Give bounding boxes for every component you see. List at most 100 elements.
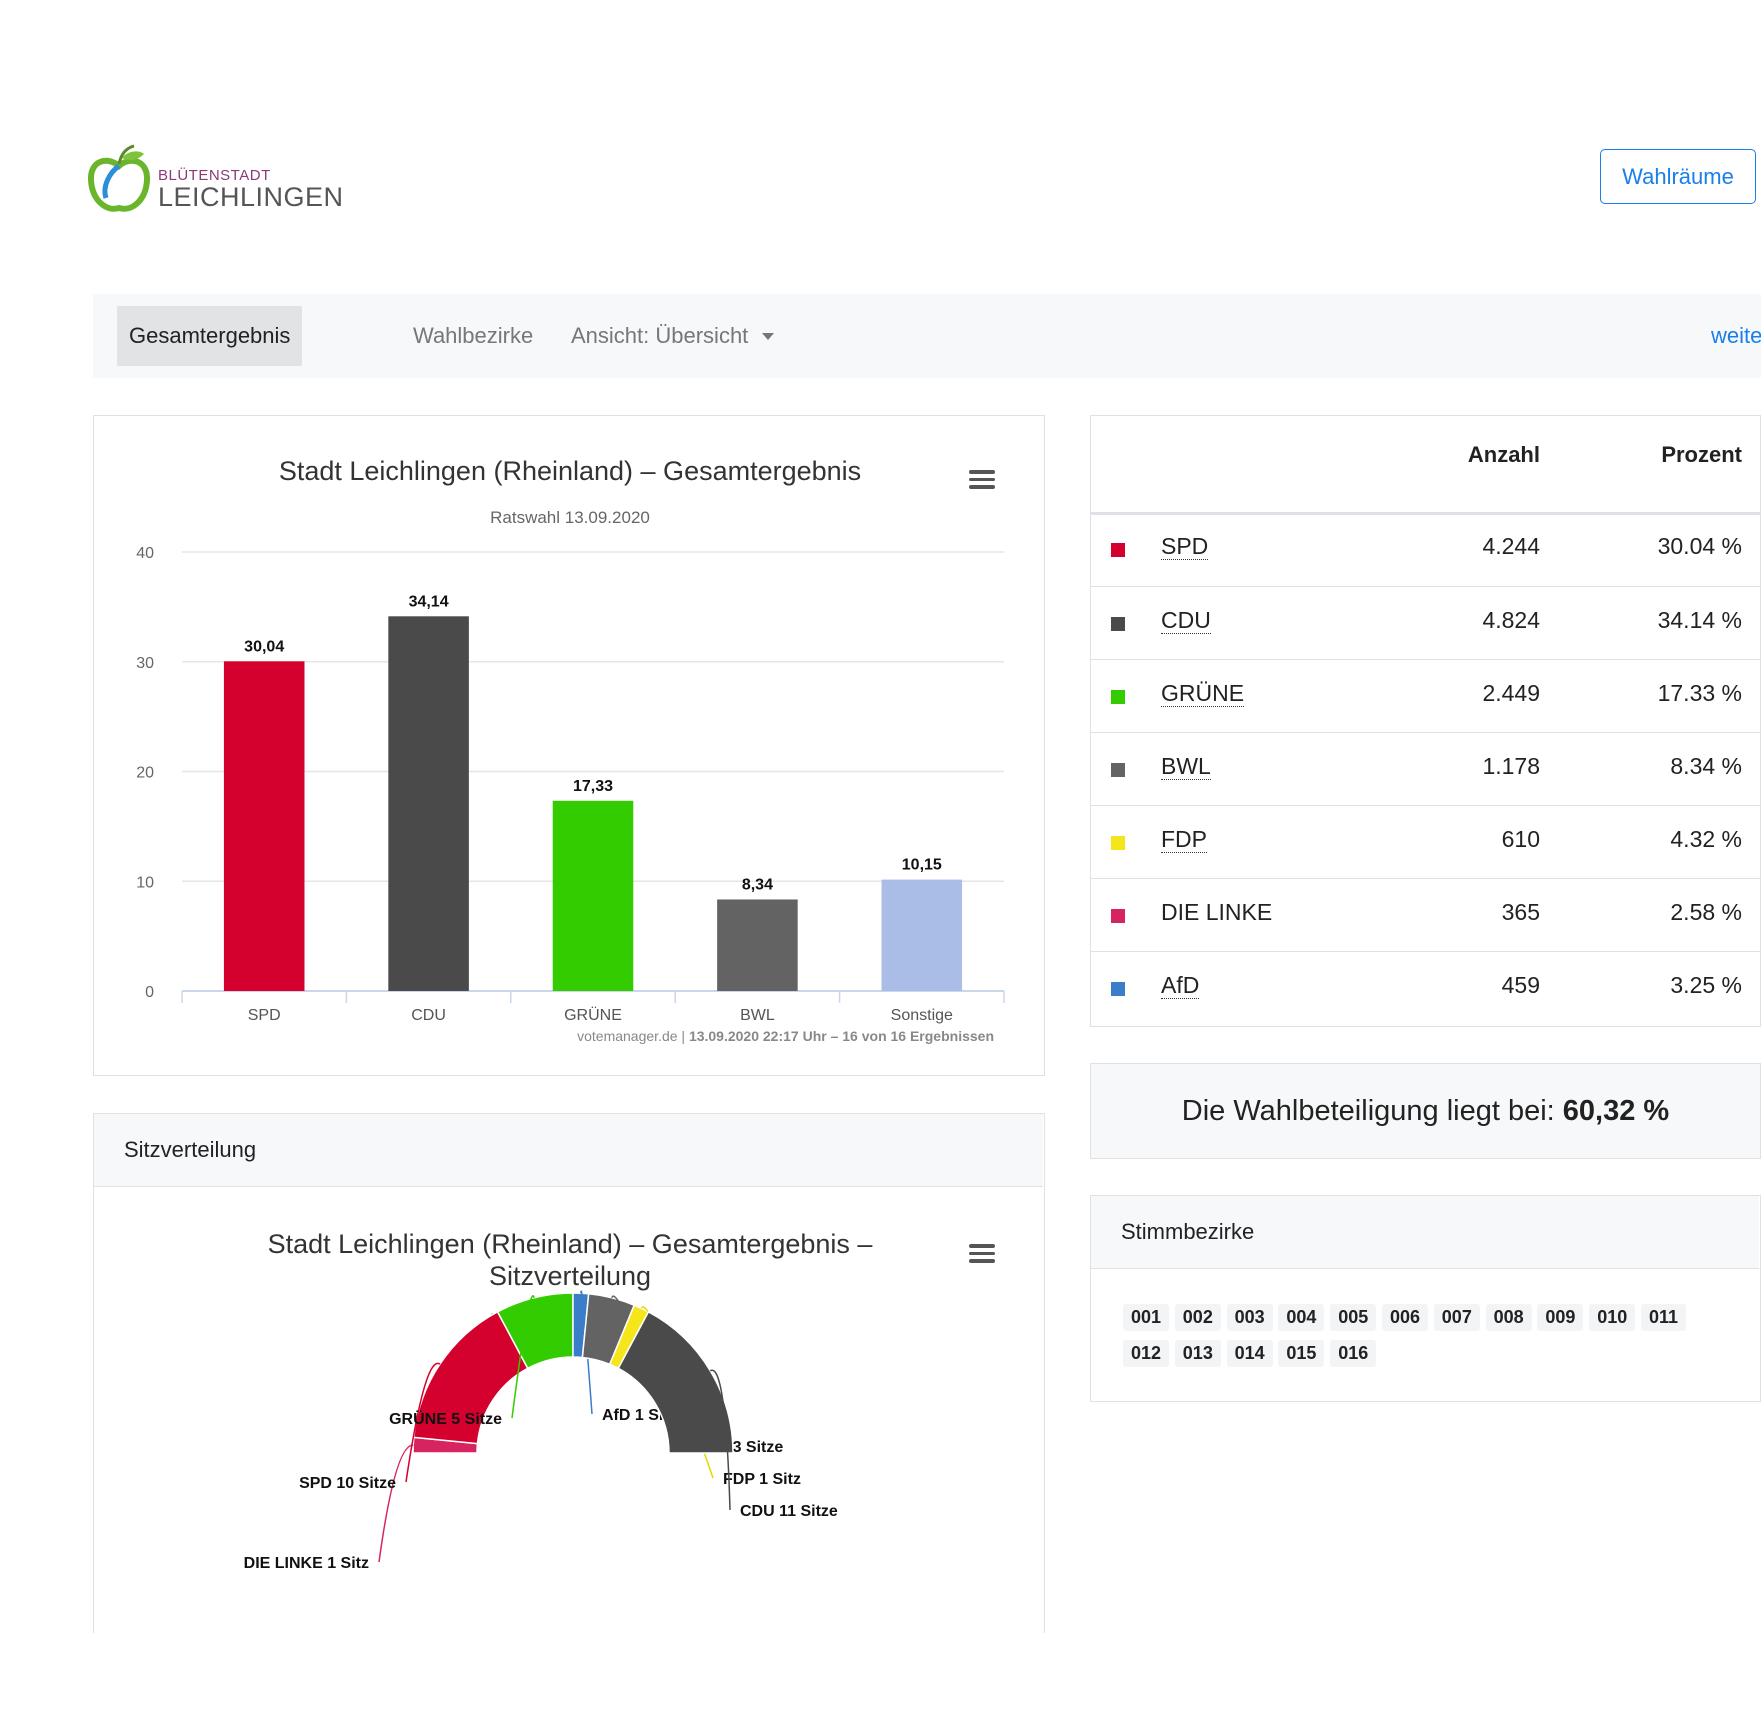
bar-value-label: 34,14: [409, 593, 449, 610]
district-badge[interactable]: 005: [1330, 1304, 1377, 1331]
party-percent: 4.32 %: [1670, 826, 1742, 852]
party-name: DIE LINKE: [1161, 899, 1273, 925]
party-count: 2.449: [1482, 680, 1540, 706]
party-name[interactable]: AfD: [1161, 972, 1200, 999]
district-badge[interactable]: 012: [1123, 1340, 1170, 1367]
district-badge[interactable]: 014: [1226, 1340, 1273, 1367]
seats-chart-title-line2: Sitzverteilung: [488, 1261, 652, 1291]
bar-value-label: 17,33: [573, 778, 613, 795]
party-name[interactable]: BWL: [1161, 753, 1211, 780]
svg-text:votemanager.de |: votemanager.de | 13.09.2020 22:17 Uhr – …: [577, 1028, 994, 1044]
party-color-swatch: [1111, 982, 1125, 996]
chart-credits-site[interactable]: votemanager.de: [577, 1028, 678, 1044]
tab-gesamtergebnis[interactable]: Gesamtergebnis: [117, 306, 303, 366]
party-color-swatch: [1111, 690, 1125, 704]
seats-card: Sitzverteilung Stadt Leichlingen (Rheinl…: [93, 1113, 1045, 1633]
tab-wahlbezirke[interactable]: Wahlbezirke: [413, 323, 534, 348]
table-row: CDU 4.824 34.14 %: [1091, 586, 1760, 659]
bar-spd[interactable]: [223, 661, 305, 991]
table-row: AfD 459 3.25 %: [1091, 951, 1760, 1024]
party-color-swatch: [1111, 543, 1125, 557]
slice-label: SPD 10 Sitze: [299, 1475, 396, 1492]
bar-chart-grid: 0 10 20 30 40: [136, 545, 1005, 1003]
bar-chart: 0 10 20 30 40 30,04 SPD 34,14 CDU 17,33 GRÜNE 8,34…: [136, 545, 1005, 1044]
party-percent: 30.04 %: [1657, 533, 1742, 559]
district-badge[interactable]: 016: [1330, 1340, 1377, 1367]
bar-value-label: 30,04: [244, 638, 284, 655]
district-badge[interactable]: 003: [1226, 1304, 1273, 1331]
bar-grüne[interactable]: [552, 800, 634, 991]
district-badge[interactable]: 002: [1174, 1304, 1221, 1331]
party-percent: 2.58 %: [1670, 899, 1742, 925]
party-name[interactable]: SPD: [1161, 533, 1209, 560]
party-percent: 34.14 %: [1657, 607, 1742, 633]
district-badge[interactable]: 015: [1278, 1340, 1325, 1367]
apple-logo-icon: [88, 144, 150, 212]
ansicht-dropdown[interactable]: Ansicht: Übersicht: [559, 306, 786, 366]
y-tick-label: 30: [136, 655, 154, 672]
seats-chart-menu-icon[interactable]: [969, 1244, 995, 1264]
seats-chart: DIE LINKE 1 Sitz SPD 10 Sitze GRÜNE 5 Sitz…: [244, 1290, 838, 1572]
seats-chart-title-line1: Stadt Leichlingen (Rheinland) – Gesamter…: [267, 1229, 873, 1259]
chart-credits-info: 13.09.2020 22:17 Uhr – 16 von 16 Ergebni…: [689, 1028, 994, 1044]
seats-card-header: Sitzverteilung: [94, 1114, 1043, 1187]
districts-card: Stimmbezirke 001 002 003 004 005 006 007 008 009…: [1090, 1195, 1761, 1402]
party-color-swatch: [1111, 836, 1125, 850]
district-badge[interactable]: 011: [1641, 1304, 1687, 1331]
table-row: GRÜNE 2.449 17.33 %: [1091, 659, 1760, 732]
district-badge[interactable]: 001: [1123, 1304, 1170, 1331]
bar-bwl[interactable]: [717, 899, 798, 991]
results-chart-card: Stadt Leichlingen (Rheinland) – Gesamter…: [93, 415, 1045, 1076]
bar-cdu[interactable]: [388, 616, 469, 991]
results-table-card: Anzahl Prozent SPD 4.244 30.04 % CDU 4.824 34…: [1090, 415, 1761, 1027]
chart-title: Stadt Leichlingen (Rheinland) – Gesamter…: [278, 456, 862, 486]
district-badge[interactable]: 007: [1433, 1304, 1480, 1331]
seat-slice-cdu[interactable]: [617, 1310, 734, 1454]
seats-chart-marks: DIE LINKE 1 Sitz SPD 10 Sitze GRÜNE 5 Sitz…: [244, 1290, 838, 1572]
party-name[interactable]: FDP: [1161, 826, 1207, 853]
party-count: 1.178: [1482, 753, 1540, 779]
slice-connector: [405, 1362, 441, 1483]
turnout-label: Die Wahlbeteiligung liegt bei:: [1181, 1094, 1555, 1127]
district-badge[interactable]: 006: [1382, 1304, 1429, 1331]
bar-sonstige[interactable]: [881, 879, 963, 991]
y-tick-label: 0: [145, 984, 154, 1001]
results-table-body: SPD 4.244 30.04 % CDU 4.824 34.14 % GRÜNE 2.449…: [1091, 513, 1760, 1027]
logo-subtitle: BLÜTENSTADT: [158, 167, 271, 184]
district-badge[interactable]: 009: [1537, 1304, 1584, 1331]
bar-value-label: 8,34: [742, 876, 773, 893]
district-badge[interactable]: 013: [1174, 1340, 1221, 1367]
weitere-dropdown-label: weitere: [1711, 323, 1761, 348]
column-header-anzahl: Anzahl: [1467, 442, 1540, 467]
wahlraeume-button[interactable]: Wahlräume: [1600, 149, 1756, 204]
ansicht-dropdown-label: Ansicht: Übersicht: [571, 323, 749, 348]
weitere-dropdown[interactable]: weitere: [1699, 306, 1761, 366]
district-badge[interactable]: 010: [1589, 1304, 1636, 1331]
city-logo[interactable]: BLÜTENSTADT LEICHLINGEN: [88, 142, 343, 222]
turnout-box: Die Wahlbeteiligung liegt bei: 60,32 %: [1090, 1063, 1761, 1159]
slice-label: FDP 1 Sitz: [723, 1471, 801, 1488]
y-tick-label: 20: [136, 765, 154, 782]
logo-title: LEICHLINGEN: [158, 182, 344, 212]
chart-menu-icon[interactable]: [969, 470, 995, 490]
district-badge[interactable]: 008: [1485, 1304, 1532, 1331]
party-name[interactable]: CDU: [1161, 607, 1211, 634]
district-badge[interactable]: 004: [1278, 1304, 1325, 1331]
bar-chart-marks: 30,04 SPD 34,14 CDU 17,33 GRÜNE 8,34 BWL 10,15 So…: [223, 593, 963, 1024]
x-category-label: CDU: [411, 1007, 446, 1024]
table-row: DIE LINKE 365 2.58 %: [1091, 878, 1760, 951]
party-percent: 17.33 %: [1657, 680, 1742, 706]
party-color-swatch: [1111, 617, 1125, 631]
party-color-swatch: [1111, 763, 1125, 777]
table-row: FDP 610 4.32 %: [1091, 805, 1760, 878]
bar-value-label: 10,15: [902, 857, 942, 874]
x-category-label: GRÜNE: [564, 1006, 622, 1024]
party-count: 4.824: [1482, 607, 1540, 633]
chart-credits-separator: |: [681, 1028, 689, 1044]
party-name[interactable]: GRÜNE: [1161, 680, 1245, 707]
party-count: 365: [1501, 899, 1540, 925]
districts-card-header: Stimmbezirke: [1091, 1196, 1759, 1269]
slice-connector: [378, 1444, 414, 1563]
y-tick-label: 10: [136, 874, 154, 891]
party-percent: 8.34 %: [1670, 753, 1742, 779]
